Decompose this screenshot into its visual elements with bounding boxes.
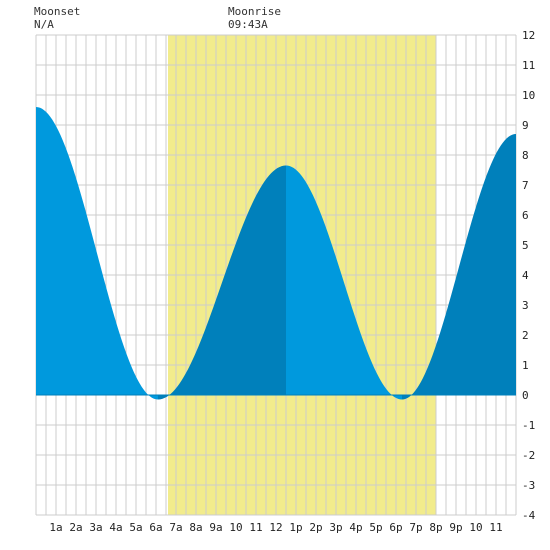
x-tick-label: 4a: [109, 521, 122, 534]
y-tick-label: -1: [522, 419, 535, 432]
x-tick-label: 12: [269, 521, 282, 534]
x-tick-label: 2p: [309, 521, 322, 534]
y-tick-label: -2: [522, 449, 535, 462]
x-tick-label: 8p: [429, 521, 442, 534]
x-tick-label: 3p: [329, 521, 342, 534]
y-tick-label: 1: [522, 359, 529, 372]
x-tick-label: 11: [249, 521, 262, 534]
y-tick-label: 4: [522, 269, 529, 282]
x-tick-label: 7p: [409, 521, 422, 534]
x-tick-label: 9p: [449, 521, 462, 534]
y-tick-label: 6: [522, 209, 529, 222]
y-tick-label: 0: [522, 389, 529, 402]
tide-area-falling: [286, 165, 402, 400]
x-tick-label: 7a: [169, 521, 182, 534]
x-tick-label: 10: [229, 521, 242, 534]
x-tick-label: 5p: [369, 521, 382, 534]
x-tick-label: 2a: [69, 521, 82, 534]
x-tick-label: 6p: [389, 521, 402, 534]
x-tick-label: 1a: [49, 521, 62, 534]
x-tick-label: 3a: [89, 521, 102, 534]
x-tick-label: 11: [489, 521, 502, 534]
x-tick-label: 4p: [349, 521, 362, 534]
y-tick-label: 10: [522, 89, 535, 102]
x-tick-label: 5a: [129, 521, 142, 534]
x-tick-label: 8a: [189, 521, 202, 534]
y-tick-label: -4: [522, 509, 536, 522]
y-tick-label: 5: [522, 239, 529, 252]
moonrise-label: Moonrise: [228, 5, 281, 18]
moonset-value: N/A: [34, 18, 54, 31]
y-tick-label: 3: [522, 299, 529, 312]
tide-area-rising: [158, 165, 286, 400]
y-tick-label: 11: [522, 59, 535, 72]
moonset-label: Moonset: [34, 5, 81, 18]
y-tick-label: 7: [522, 179, 529, 192]
x-tick-label: 1p: [289, 521, 302, 534]
x-tick-label: 6a: [149, 521, 162, 534]
y-tick-label: 2: [522, 329, 529, 342]
y-tick-label: -3: [522, 479, 535, 492]
y-tick-label: 9: [522, 119, 529, 132]
x-tick-label: 10: [469, 521, 482, 534]
y-tick-label: 12: [522, 29, 535, 42]
x-tick-label: 9a: [209, 521, 222, 534]
tide-area-falling: [36, 107, 158, 400]
y-tick-label: 8: [522, 149, 529, 162]
moonrise-value: 09:43A: [228, 18, 268, 31]
tide-area-rising: [402, 134, 516, 400]
